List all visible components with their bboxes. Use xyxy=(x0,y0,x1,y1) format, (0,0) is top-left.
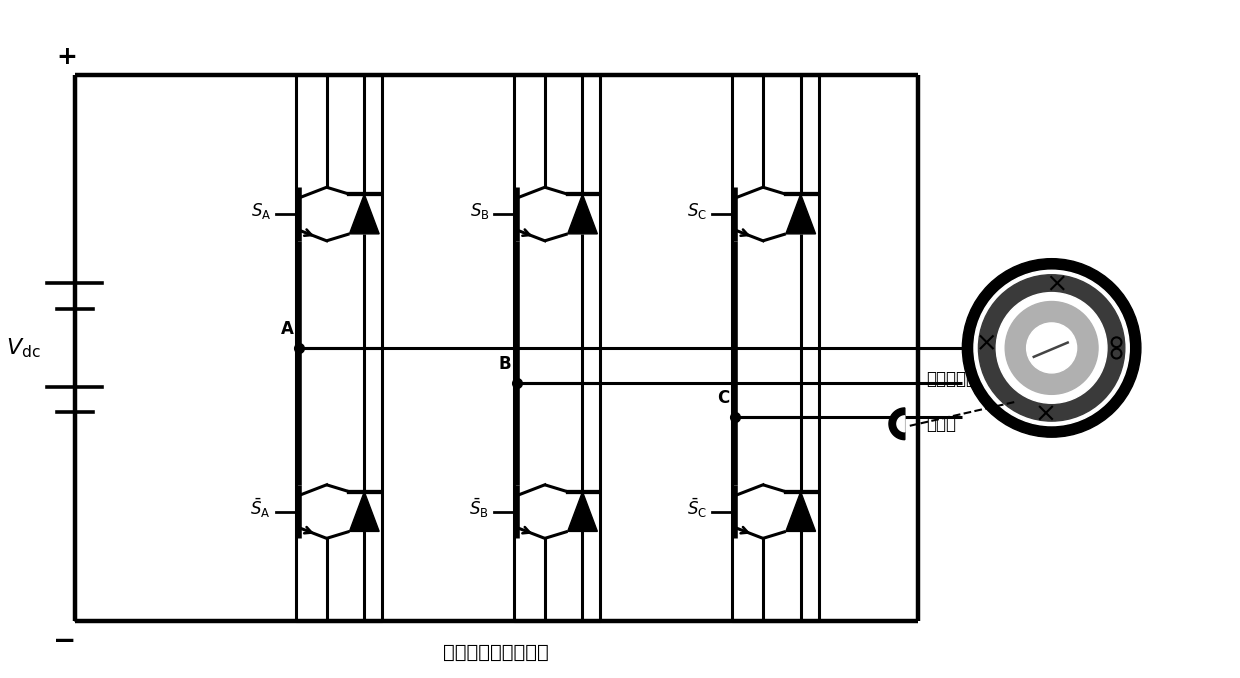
Polygon shape xyxy=(350,492,379,532)
Polygon shape xyxy=(568,492,598,532)
Circle shape xyxy=(973,271,1130,426)
Polygon shape xyxy=(786,492,816,532)
Polygon shape xyxy=(568,194,598,234)
Text: +: + xyxy=(56,45,77,69)
Circle shape xyxy=(962,259,1141,437)
Text: $\bar{S}_{\mathrm{A}}$: $\bar{S}_{\mathrm{A}}$ xyxy=(250,497,272,520)
Text: $S_{\mathrm{A}}$: $S_{\mathrm{A}}$ xyxy=(250,201,272,221)
Text: $V_{\mathrm{dc}}$: $V_{\mathrm{dc}}$ xyxy=(6,336,41,360)
Text: B: B xyxy=(498,355,511,373)
Text: $\bar{S}_{\mathrm{B}}$: $\bar{S}_{\mathrm{B}}$ xyxy=(470,497,490,520)
Polygon shape xyxy=(897,416,905,432)
Text: −: − xyxy=(53,626,77,655)
Circle shape xyxy=(1006,302,1099,395)
Text: A: A xyxy=(280,320,294,338)
Circle shape xyxy=(978,275,1125,421)
Polygon shape xyxy=(786,194,816,234)
Text: C: C xyxy=(717,389,729,407)
Polygon shape xyxy=(350,194,379,234)
Polygon shape xyxy=(889,408,905,439)
Text: $\bar{S}_{\mathrm{C}}$: $\bar{S}_{\mathrm{C}}$ xyxy=(687,497,708,520)
Text: $S_{\mathrm{B}}$: $S_{\mathrm{B}}$ xyxy=(470,201,490,221)
Text: 永磁同步电机: 永磁同步电机 xyxy=(926,370,987,388)
Circle shape xyxy=(996,293,1107,403)
Circle shape xyxy=(1027,323,1076,373)
Text: 两电平电压源逆变器: 两电平电压源逆变器 xyxy=(444,643,549,662)
Text: $S_{\mathrm{C}}$: $S_{\mathrm{C}}$ xyxy=(687,201,708,221)
Text: 编码器: 编码器 xyxy=(926,415,956,433)
